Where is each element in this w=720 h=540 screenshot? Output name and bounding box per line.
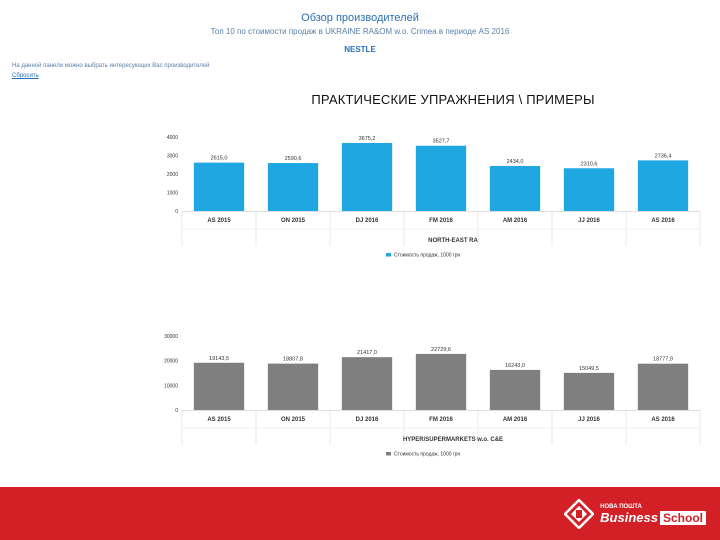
bar-value-label: 15049,5 <box>579 366 599 372</box>
bar-value-label: 2736,4 <box>655 153 672 159</box>
bar <box>341 357 393 410</box>
y-tick-label: 10000 <box>164 383 178 389</box>
y-tick-label: 3000 <box>167 154 178 160</box>
bar <box>563 168 615 211</box>
bar <box>193 162 245 211</box>
bar-value-label: 2434,0 <box>507 159 524 165</box>
nova-poshta-logo-icon <box>564 499 595 529</box>
bar <box>489 165 541 211</box>
y-tick-label: 4000 <box>167 135 178 141</box>
x-tick-label: ON 2015 <box>281 417 306 423</box>
bar <box>637 160 689 211</box>
bar <box>415 145 467 211</box>
bar-value-label: 19143,5 <box>209 356 229 362</box>
x-tick-label: AM 2016 <box>503 218 528 224</box>
bar <box>267 163 319 211</box>
x-tick-label: ON 2015 <box>281 218 306 224</box>
y-tick-label: 20000 <box>164 359 178 365</box>
x-axis-label: NORTH-EAST RA <box>428 238 478 244</box>
report-title: Обзор производителей <box>301 12 419 24</box>
nova-poshta-business-school-logo: НОВА ПОШТА Business School <box>564 497 706 531</box>
y-tick-label: 30000 <box>164 334 178 340</box>
bar-value-label: 21417,0 <box>357 350 377 356</box>
x-tick-label: JJ 2016 <box>578 417 600 423</box>
bar-value-label: 18807,8 <box>283 357 303 363</box>
x-tick-label: JJ 2016 <box>578 218 600 224</box>
brand-name: NESTLE <box>344 45 376 54</box>
bar-value-label: 3675,2 <box>359 136 376 142</box>
bar <box>193 362 245 410</box>
bar <box>637 363 689 410</box>
x-tick-label: AS 2016 <box>651 218 675 224</box>
bar <box>489 369 541 410</box>
filter-note: На данной панели можно выбрать интересую… <box>12 63 210 69</box>
y-tick-label: 1000 <box>167 191 178 197</box>
bar-value-label: 2615,0 <box>211 156 228 162</box>
bar-value-label: 3527,7 <box>433 139 450 145</box>
bar-value-label: 2310,6 <box>581 161 598 167</box>
bar <box>415 353 467 410</box>
x-tick-label: FM 2016 <box>429 417 453 423</box>
reset-link[interactable]: Сбросить <box>12 73 39 79</box>
bar-value-label: 16243,0 <box>505 363 525 369</box>
logo-school-text: School <box>659 510 706 525</box>
y-tick-label: 2000 <box>167 172 178 178</box>
y-tick-label: 0 <box>175 209 178 215</box>
x-tick-label: AS 2015 <box>207 218 231 224</box>
bar <box>267 363 319 410</box>
hyper-supermarkets-bar-chart: 30000 20000 10000 0 19143,5 AS 2015 18807,8 ON … <box>164 334 701 458</box>
x-tick-label: FM 2016 <box>429 218 453 224</box>
y-tick-label: 0 <box>175 408 178 414</box>
bar <box>341 143 393 211</box>
north-east-bar-chart: 4000 3000 2000 1000 0 2615,0 AS 2015 2590,6 ON 2… <box>167 135 701 259</box>
x-tick-label: DJ 2016 <box>356 417 379 423</box>
bar <box>563 372 615 410</box>
x-axis-label: HYPER/SUPERMARKETS w.o. C&E <box>403 437 503 443</box>
logo-business-text: Business <box>600 509 658 525</box>
legend-label: Стоимость продаж, 1000 грн <box>394 253 461 259</box>
report-subtitle: Топ 10 по стоимости продаж в UKRAINE RA&… <box>210 27 510 36</box>
x-tick-label: AM 2016 <box>503 417 528 423</box>
x-tick-label: DJ 2016 <box>356 218 379 224</box>
bar-value-label: 2590,6 <box>285 156 302 162</box>
logo-top-text: НОВА ПОШТА <box>600 503 642 510</box>
legend-swatch <box>386 452 391 456</box>
bar-value-label: 18777,9 <box>653 357 673 363</box>
bar-value-label: 22729,6 <box>431 347 451 353</box>
footer-bar: НОВА ПОШТА Business School <box>0 487 720 540</box>
x-tick-label: AS 2015 <box>207 417 231 423</box>
slide-heading: ПРАКТИЧЕСКИЕ УПРАЖНЕНИЯ \ ПРИМЕРЫ <box>311 92 595 107</box>
legend-swatch <box>386 253 391 257</box>
legend-label: Стоимость продаж, 1000 грн <box>394 452 461 458</box>
x-tick-label: AS 2016 <box>651 417 675 423</box>
